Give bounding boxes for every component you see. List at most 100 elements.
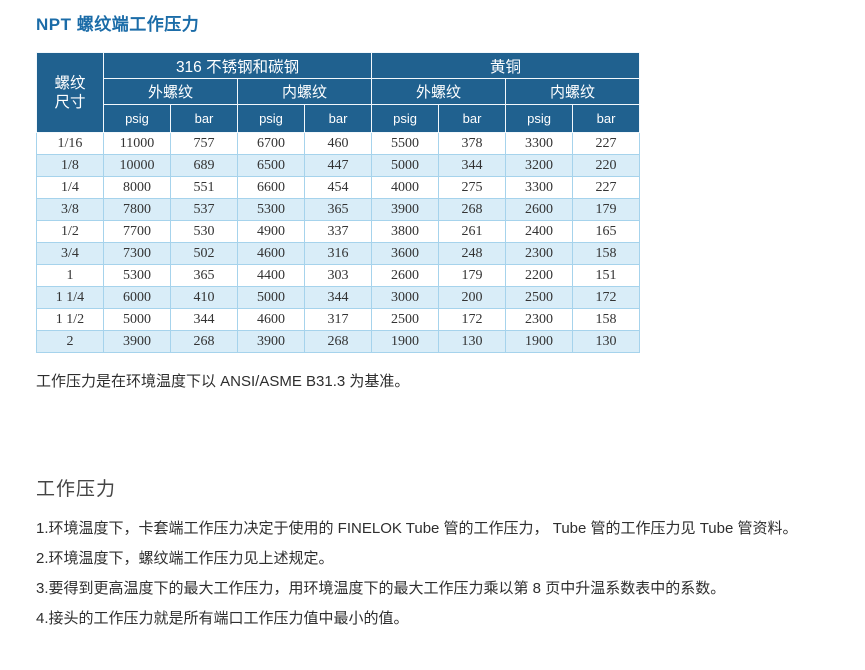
thread-size-cell: 1 1/2 [36, 308, 104, 331]
pressure-value-cell: 344 [303, 286, 373, 309]
pressure-value-cell: 3800 [371, 220, 440, 243]
pressure-value-cell: 2600 [371, 264, 440, 287]
unit-header: bar [438, 104, 507, 133]
pressure-value-cell: 3900 [237, 330, 305, 353]
unit-header-row: psig bar psig bar psig bar psig bar [37, 104, 641, 133]
group-header-316-steel: 316 不锈钢和碳钢 [102, 52, 373, 79]
table-row: 1 5300 365 4400 303 2600 179 2200 151 [36, 264, 641, 287]
thread-size-cell: 1/8 [36, 154, 104, 177]
pressure-value-cell: 454 [303, 176, 373, 199]
thread-size-cell: 1/2 [36, 220, 104, 243]
pressure-value-cell: 6700 [237, 132, 305, 155]
pressure-value-cell: 337 [303, 220, 373, 243]
thread-size-cell: 2 [36, 330, 104, 353]
pressure-value-cell: 5000 [103, 308, 171, 331]
thread-size-cell: 3/4 [36, 242, 104, 265]
pressure-value-cell: 365 [303, 198, 373, 221]
page-title: NPT 螺纹端工作压力 [36, 15, 200, 34]
pressure-value-cell: 344 [438, 154, 507, 177]
pressure-value-cell: 3200 [505, 154, 574, 177]
pressure-value-cell: 2300 [505, 308, 574, 331]
pressure-value-cell: 10000 [103, 154, 171, 177]
unit-header: psig [505, 104, 574, 133]
pressure-value-cell: 5000 [237, 286, 305, 309]
pressure-value-cell: 248 [438, 242, 507, 265]
pressure-value-cell: 6000 [103, 286, 171, 309]
pressure-value-cell: 227 [572, 176, 641, 199]
pressure-value-cell: 11000 [103, 132, 171, 155]
pressure-value-cell: 1900 [371, 330, 440, 353]
pressure-value-cell: 378 [438, 132, 507, 155]
subheader-male-brass: 外螺纹 [371, 78, 507, 105]
pressure-value-cell: 2500 [505, 286, 574, 309]
pressure-value-cell: 5300 [103, 264, 171, 287]
pressure-value-cell: 689 [170, 154, 238, 177]
unit-header: bar [303, 104, 373, 133]
unit-header: psig [103, 104, 171, 133]
note-item-3: 3.要得到更高温度下的最大工作压力，用环境温度下的最大工作压力乘以第 8 页中升… [36, 580, 726, 597]
thread-size-cell: 1/16 [36, 132, 104, 155]
pressure-value-cell: 6600 [237, 176, 305, 199]
corner-header-thread-size: 螺纹 尺寸 [36, 52, 104, 133]
pressure-value-cell: 1900 [505, 330, 574, 353]
pressure-value-cell: 200 [438, 286, 507, 309]
table-row: 2 3900 268 3900 268 1900 130 1900 130 [36, 330, 641, 353]
pressure-value-cell: 172 [572, 286, 641, 309]
pressure-value-cell: 227 [572, 132, 641, 155]
pressure-value-cell: 7300 [103, 242, 171, 265]
notes-list: 1.环境温度下，卡套端工作压力决定于使用的 FINELOK Tube 管的工作压… [36, 514, 846, 634]
pressure-value-cell: 130 [438, 330, 507, 353]
table-row: 1/4 8000 551 6600 454 4000 275 3300 227 [36, 176, 641, 199]
pressure-value-cell: 158 [572, 242, 641, 265]
pressure-value-cell: 4400 [237, 264, 305, 287]
pressure-value-cell: 502 [170, 242, 238, 265]
table-header: 螺纹 尺寸 316 不锈钢和碳钢 黄铜 外螺纹 内螺纹 外螺纹 内螺纹 psig… [36, 52, 641, 133]
pressure-value-cell: 530 [170, 220, 238, 243]
pressure-value-cell: 220 [572, 154, 641, 177]
table-body: 1/16 11000 757 6700 460 5500 378 3300 227 1/8 1000… [36, 132, 641, 353]
sub-header-row: 外螺纹 内螺纹 外螺纹 内螺纹 [37, 78, 641, 105]
pressure-value-cell: 4000 [371, 176, 440, 199]
pressure-value-cell: 2500 [371, 308, 440, 331]
pressure-value-cell: 130 [572, 330, 641, 353]
group-header-brass: 黄铜 [371, 52, 641, 79]
pressure-value-cell: 551 [170, 176, 238, 199]
pressure-value-cell: 261 [438, 220, 507, 243]
pressure-value-cell: 3600 [371, 242, 440, 265]
table-row: 1 1/4 6000 410 5000 344 3000 200 2500 172 [36, 286, 641, 309]
pressure-value-cell: 7700 [103, 220, 171, 243]
pressure-value-cell: 365 [170, 264, 238, 287]
pressure-value-cell: 158 [572, 308, 641, 331]
pressure-value-cell: 3000 [371, 286, 440, 309]
pressure-value-cell: 2300 [505, 242, 574, 265]
subheader-female-brass: 内螺纹 [505, 78, 641, 105]
note-item-1: 1.环境温度下，卡套端工作压力决定于使用的 FINELOK Tube 管的工作压… [36, 520, 798, 537]
unit-header: bar [572, 104, 641, 133]
pressure-value-cell: 275 [438, 176, 507, 199]
pressure-value-cell: 344 [170, 308, 238, 331]
table-row: 1/2 7700 530 4900 337 3800 261 2400 165 [36, 220, 641, 243]
pressure-value-cell: 757 [170, 132, 238, 155]
unit-header: psig [371, 104, 440, 133]
table-row: 1/16 11000 757 6700 460 5500 378 3300 227 [36, 132, 641, 155]
pressure-value-cell: 3900 [371, 198, 440, 221]
pressure-value-cell: 460 [303, 132, 373, 155]
pressure-value-cell: 316 [303, 242, 373, 265]
pressure-value-cell: 537 [170, 198, 238, 221]
table-row: 1/8 10000 689 6500 447 5000 344 3200 220 [36, 154, 641, 177]
subheader-female-steel: 内螺纹 [236, 78, 373, 105]
table-note: 工作压力是在环境温度下以 ANSI/ASME B31.3 为基准。 [36, 373, 410, 390]
pressure-value-cell: 3300 [505, 132, 574, 155]
pressure-value-cell: 4900 [237, 220, 305, 243]
pressure-value-cell: 2200 [505, 264, 574, 287]
note-item-2: 2.环境温度下，螺纹端工作压力见上述规定。 [36, 550, 334, 567]
pressure-value-cell: 303 [303, 264, 373, 287]
unit-header: bar [170, 104, 238, 133]
pressure-value-cell: 268 [438, 198, 507, 221]
pressure-value-cell: 3900 [103, 330, 171, 353]
pressure-value-cell: 7800 [103, 198, 171, 221]
thread-size-cell: 3/8 [36, 198, 104, 221]
thread-size-cell: 1 [36, 264, 104, 287]
table-row: 3/8 7800 537 5300 365 3900 268 2600 179 [36, 198, 641, 221]
